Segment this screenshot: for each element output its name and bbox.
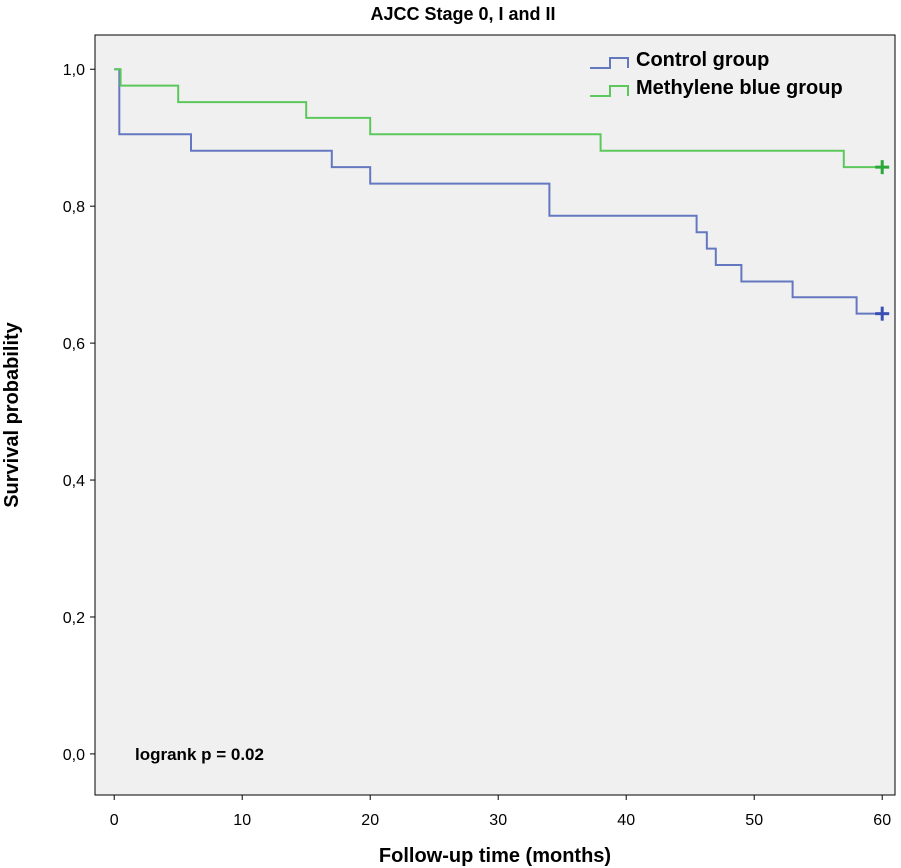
x-tick-label: 50: [745, 812, 763, 829]
legend-swatch: [590, 85, 629, 97]
legend-label: Methylene blue group: [636, 77, 843, 99]
y-axis-ticks: 0,0 0,2 0,4 0,6 0,8 1,0: [63, 62, 95, 764]
x-tick-label: 30: [489, 812, 507, 829]
control-group-survival-line: [114, 68, 883, 315]
legend-item-methylene-blue-group: Methylene blue group: [590, 77, 843, 99]
chart-title: AJCC Stage 0, I and II: [370, 4, 555, 24]
x-axis-ticks: 0 10 20 30 40 50 60: [110, 795, 891, 829]
legend-swatch: [590, 57, 629, 69]
y-tick-label: 0,2: [63, 610, 85, 627]
logrank-annotation: logrank p = 0.02: [135, 745, 264, 764]
x-tick-label: 10: [233, 812, 251, 829]
control-group-censor-mark: [875, 306, 890, 321]
y-tick-label: 0,0: [63, 747, 85, 764]
y-tick-label: 0,4: [63, 473, 85, 490]
x-tick-label: 40: [617, 812, 635, 829]
series-lines: [114, 68, 890, 321]
x-tick-label: 20: [361, 812, 379, 829]
legend-label: Control group: [636, 49, 769, 71]
y-tick-label: 0,6: [63, 336, 85, 353]
methylene-blue-group-censor-mark: [875, 160, 890, 175]
x-axis-label: Follow-up time (months): [379, 845, 611, 867]
y-tick-label: 1,0: [63, 62, 85, 79]
x-tick-label: 0: [110, 812, 119, 829]
y-tick-label: 0,8: [63, 199, 85, 216]
methylene-blue-group-survival-line: [114, 68, 883, 169]
legend-item-control-group: Control group: [590, 49, 769, 71]
y-axis-label: Survival probability: [1, 321, 23, 507]
plot-area: [94, 34, 896, 796]
x-tick-label: 60: [873, 812, 891, 829]
legend: Control group Methylene blue group: [590, 49, 843, 99]
